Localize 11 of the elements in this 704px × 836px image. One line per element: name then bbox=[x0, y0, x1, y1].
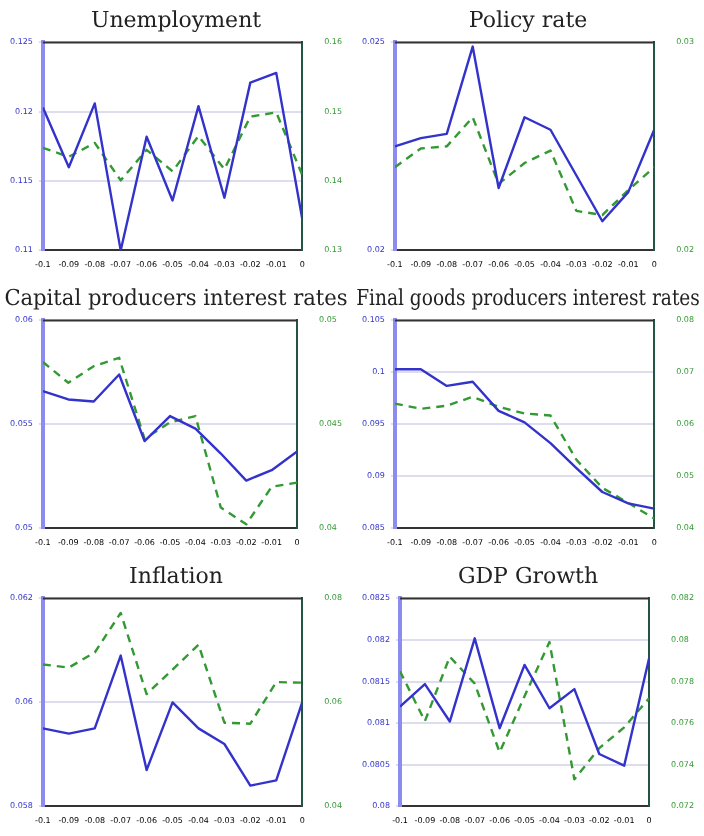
chart-title: GDP Growth bbox=[457, 562, 599, 589]
chart-title: Inflation bbox=[129, 562, 223, 589]
line-series bbox=[42, 611, 303, 725]
chart-title: Capital producers interest rates bbox=[4, 284, 348, 312]
line-series bbox=[42, 356, 298, 526]
chart-title: Policy rate bbox=[468, 6, 588, 33]
line-series bbox=[394, 395, 655, 520]
line-series bbox=[394, 116, 655, 217]
chart-title: Unemployment bbox=[90, 6, 263, 33]
chart-title: Final goods producers interest rates bbox=[356, 287, 700, 312]
line-series bbox=[42, 111, 303, 182]
